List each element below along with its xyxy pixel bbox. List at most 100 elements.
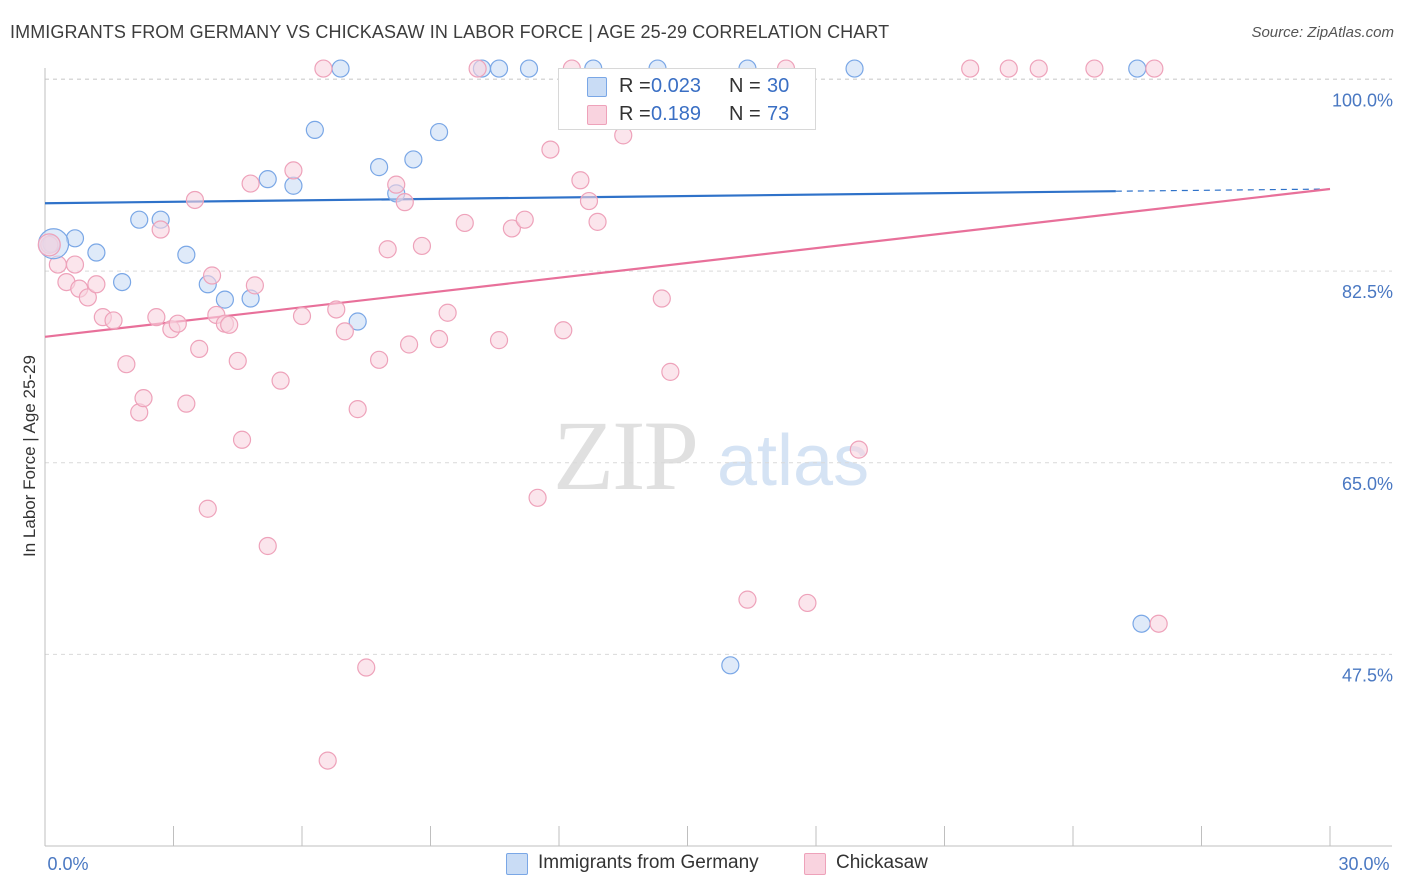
point-chickasaw (849, 440, 868, 459)
point-chickasaw (357, 658, 376, 677)
point-chickasaw (65, 255, 85, 274)
legend-r-value: 0.189 (651, 103, 702, 125)
point-chickasaw (429, 329, 449, 349)
source-label: Source: ZipAtlas.com (1251, 24, 1394, 41)
point-chickasaw (1029, 59, 1048, 78)
point-chickasaw (961, 59, 980, 78)
point-chickasaw (318, 751, 337, 770)
point-chickasaw (87, 275, 106, 294)
point-germany (519, 59, 539, 78)
point-chickasaw (327, 300, 346, 319)
point-germany (404, 150, 423, 169)
trend-lines (44, 187, 1331, 338)
point-germany (258, 170, 277, 189)
point-chickasaw (271, 371, 290, 390)
legend-n-value: 30 (767, 75, 790, 97)
point-chickasaw (412, 236, 432, 256)
point-chickasaw (228, 351, 247, 371)
point-chickasaw (117, 355, 136, 374)
legend-r-label: R = (619, 75, 651, 97)
legend-label-chickasaw: Chickasaw (836, 852, 928, 873)
point-chickasaw (378, 240, 397, 259)
point-chickasaw (661, 362, 680, 381)
x-tick-label: 0.0% (47, 854, 88, 874)
point-germany (348, 312, 367, 331)
point-chickasaw (399, 335, 419, 354)
point-germany (130, 210, 149, 229)
point-germany (331, 59, 350, 78)
tick-labels: 100.0% 82.5% 65.0% 47.5% 0.0% 30.0% (47, 91, 1393, 874)
axes (44, 68, 1392, 847)
point-chickasaw (241, 174, 260, 193)
point-chickasaw (151, 220, 170, 239)
legend-r-value: 0.023 (651, 75, 702, 97)
watermark-atlas: atlas (717, 421, 870, 501)
point-chickasaw (78, 288, 97, 307)
point-chickasaw (395, 193, 414, 212)
point-chickasaw (652, 289, 671, 308)
trend-line-germany (44, 190, 1116, 205)
point-germany (1132, 614, 1151, 633)
point-chickasaw (438, 303, 457, 322)
point-chickasaw (245, 276, 264, 295)
legend-r-label: R = (619, 103, 651, 125)
point-chickasaw (1085, 59, 1104, 78)
data-points (37, 59, 1168, 770)
point-chickasaw (232, 430, 252, 449)
point-chickasaw (738, 590, 757, 609)
point-chickasaw (104, 311, 123, 330)
point-germany (1128, 59, 1147, 78)
point-germany (305, 120, 324, 139)
legend-n-value: 73 (767, 103, 790, 125)
point-chickasaw (515, 210, 534, 229)
point-chickasaw (314, 59, 333, 78)
point-germany (284, 176, 303, 195)
point-chickasaw (528, 488, 547, 507)
point-chickasaw (292, 306, 312, 326)
point-chickasaw (1145, 59, 1164, 78)
legend-swatch-chickasaw (804, 853, 826, 875)
point-germany (215, 290, 234, 309)
grid-lines (45, 78, 1392, 655)
point-chickasaw (387, 175, 406, 194)
legend-n-label: N = (729, 75, 761, 97)
point-chickasaw (258, 536, 277, 556)
correlation-legend: R = 0.023 N = 30 R = 0.189 N = 73 (558, 68, 816, 130)
point-chickasaw (1149, 614, 1168, 633)
point-chickasaw (999, 59, 1018, 78)
point-chickasaw (370, 350, 389, 369)
legend-swatch-germany (587, 77, 607, 97)
watermark-zip: ZIP (553, 400, 699, 511)
point-chickasaw (554, 321, 573, 340)
legend-n-label: N = (729, 103, 761, 125)
point-chickasaw (198, 499, 217, 518)
point-germany (370, 158, 389, 177)
point-chickasaw (571, 171, 590, 190)
point-chickasaw (489, 331, 509, 350)
point-chickasaw (502, 219, 521, 238)
point-chickasaw (185, 190, 205, 210)
point-chickasaw (588, 212, 607, 231)
point-chickasaw (220, 315, 239, 334)
chart-title: IMMIGRANTS FROM GERMANY VS CHICKASAW IN … (10, 22, 890, 42)
point-chickasaw (348, 400, 367, 419)
point-chickasaw (147, 308, 166, 327)
point-chickasaw (798, 593, 817, 613)
point-germany (87, 243, 106, 262)
point-chickasaw (190, 339, 209, 358)
y-tick-label: 65.0% (1342, 474, 1393, 494)
point-chickasaw (541, 140, 560, 159)
point-chickasaw (468, 59, 487, 78)
point-chickasaw (579, 191, 599, 211)
point-chickasaw (134, 389, 153, 408)
y-tick-label: 47.5% (1342, 665, 1393, 685)
point-chickasaw (177, 394, 196, 413)
legend-swatch-germany (506, 853, 528, 875)
point-germany (845, 59, 864, 78)
legend-swatch-chickasaw (587, 105, 607, 125)
point-germany (112, 272, 132, 292)
legend-label-germany: Immigrants from Germany (538, 852, 759, 873)
point-chickasaw (284, 161, 303, 180)
x-tick-label: 30.0% (1338, 854, 1389, 874)
